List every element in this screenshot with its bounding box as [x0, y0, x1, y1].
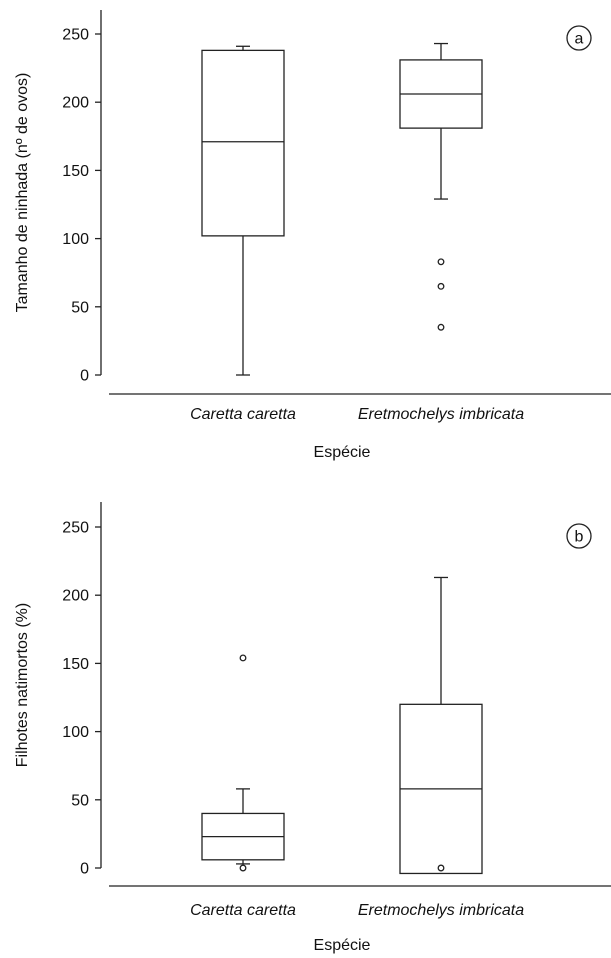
outlier-point [437, 258, 445, 266]
y-tick-label: 0 [80, 861, 89, 878]
y-tick-label: 150 [62, 163, 89, 180]
y-tick-label: 150 [62, 656, 89, 673]
category-label: Eretmochelys imbricata [358, 406, 524, 423]
category-label: Caretta caretta [190, 406, 296, 423]
chart-panel-a: 0 50 100 150 200 250 Tamanho de ninhada (nº de… [14, 10, 611, 461]
outlier-point [437, 323, 445, 331]
chart-panel-b: 0 50 100 150 200 250 Filhotes natimortos (%) Es… [14, 502, 611, 954]
y-tick-label: 50 [71, 792, 89, 809]
y-axis-title: Tamanho de ninhada (nº de ovos) [14, 73, 31, 313]
outlier-point [437, 864, 445, 872]
outlier-point [239, 864, 247, 872]
y-tick-label: 100 [62, 231, 89, 248]
box-iqr [201, 49, 285, 237]
category-label: Caretta caretta [190, 902, 296, 919]
panel-letter: a [575, 31, 584, 48]
y-tick-label: 200 [62, 95, 89, 112]
y-tick-label: 250 [62, 27, 89, 44]
panel-letter-circle [566, 523, 592, 549]
x-axis-title: Espécie [314, 937, 371, 954]
y-tick-label: 50 [71, 299, 89, 316]
y-tick-label: 0 [80, 368, 89, 385]
box-2 [399, 42, 483, 331]
category-label: Eretmochelys imbricata [358, 902, 524, 919]
box-1 [201, 45, 285, 376]
x-axis-title: Espécie [314, 444, 371, 461]
y-tick-label: 250 [62, 520, 89, 537]
box-2 [399, 576, 483, 875]
y-tick-label: 100 [62, 724, 89, 741]
outlier-point [437, 282, 445, 290]
outlier-point [239, 654, 247, 662]
y-axis-title: Filhotes natimortos (%) [14, 603, 31, 768]
panel-letter: b [575, 529, 584, 546]
y-tick-label: 200 [62, 588, 89, 605]
panel-letter-circle [566, 25, 592, 51]
box-1 [201, 654, 285, 872]
